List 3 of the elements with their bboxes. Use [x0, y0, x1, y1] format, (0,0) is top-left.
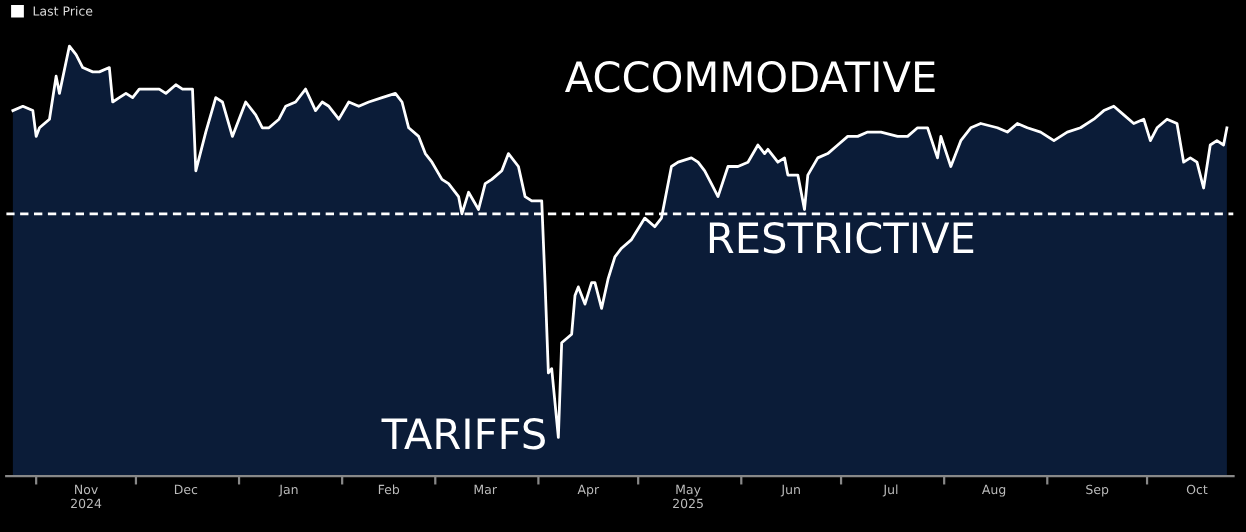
annotation: ACCOMMODATIVE	[564, 60, 935, 93]
annotation: RESTRICTIVE	[709, 222, 974, 254]
annotation: TARIFFS	[381, 418, 545, 450]
